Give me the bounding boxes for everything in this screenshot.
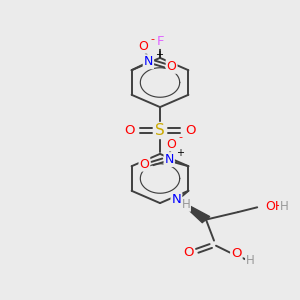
Text: O: O — [166, 137, 176, 151]
Text: O: O — [139, 40, 148, 53]
Text: N: N — [172, 193, 181, 206]
Text: F: F — [156, 35, 164, 48]
Text: +: + — [176, 148, 184, 158]
Text: O: O — [183, 246, 194, 259]
Text: H: H — [246, 254, 254, 267]
Text: O: O — [231, 247, 242, 260]
Text: -: - — [151, 34, 155, 44]
Text: S: S — [155, 123, 165, 138]
Polygon shape — [177, 199, 210, 223]
Text: O: O — [167, 60, 176, 73]
Text: H: H — [280, 200, 288, 213]
Text: +: + — [155, 50, 163, 60]
Text: N: N — [164, 153, 174, 166]
Text: N: N — [144, 55, 153, 68]
Text: OH: OH — [265, 200, 284, 213]
Text: O: O — [124, 124, 135, 137]
Text: -: - — [178, 132, 182, 142]
Text: O: O — [185, 124, 196, 137]
Text: H: H — [182, 198, 190, 211]
Text: O: O — [140, 158, 149, 171]
